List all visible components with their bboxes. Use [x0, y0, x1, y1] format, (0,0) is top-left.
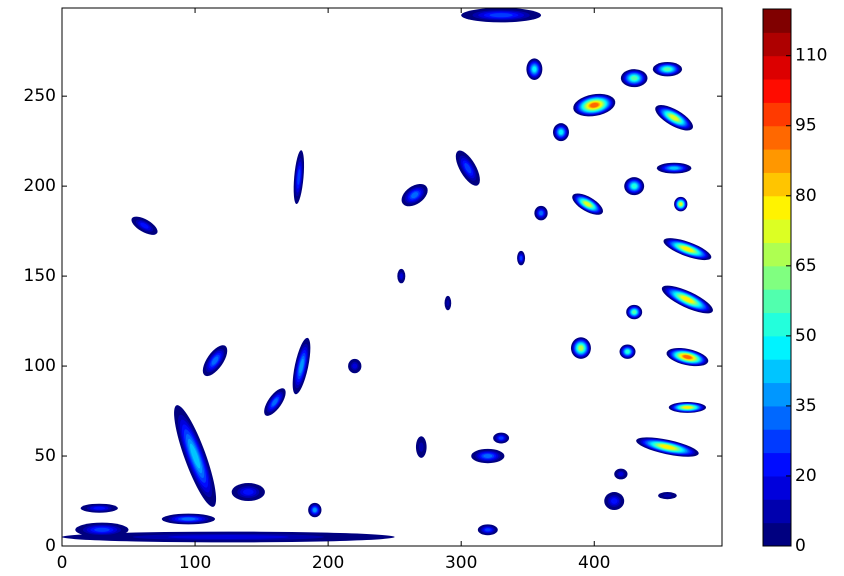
- contour-region: [682, 296, 693, 303]
- colorbar-band: [763, 335, 791, 360]
- colorbar-frame: [762, 8, 792, 547]
- colorbar-tick-label: 80: [795, 186, 817, 206]
- contour-region: [669, 166, 679, 170]
- colorbar-band: [763, 265, 791, 290]
- contour-region: [664, 67, 671, 71]
- colorbar-tick-label: 110: [795, 46, 827, 66]
- contour-region: [271, 398, 278, 406]
- x-tick-label: 0: [57, 553, 68, 573]
- plot-area: [62, 8, 713, 543]
- colorbar-tick-label: 20: [795, 466, 817, 486]
- contour-region: [670, 115, 678, 121]
- contour-region: [313, 508, 317, 512]
- contour-region: [519, 256, 523, 261]
- contour-region: [168, 535, 289, 539]
- x-tick-label: 100: [179, 553, 211, 573]
- contour-region: [631, 76, 638, 81]
- contour-region: [211, 356, 219, 365]
- colorbar-band: [763, 312, 791, 337]
- contour-region: [93, 506, 106, 510]
- x-tick-label: 200: [312, 553, 344, 573]
- contour-region: [489, 13, 513, 18]
- contour-region: [584, 201, 591, 207]
- y-tick-label: 200: [24, 176, 56, 196]
- y-tick-label: 0: [45, 536, 56, 556]
- contour-region: [94, 527, 110, 532]
- contour-region: [683, 355, 692, 359]
- colorbar-tick-label: 50: [795, 326, 817, 346]
- contour-region: [559, 130, 563, 135]
- colorbar-tick-label: 65: [795, 256, 817, 276]
- contour-region: [352, 363, 358, 369]
- contour-region: [242, 489, 254, 495]
- contour-region: [498, 436, 504, 440]
- y-tick-label: 100: [24, 356, 56, 376]
- contour-region: [484, 528, 491, 532]
- colorbar-band: [763, 172, 791, 197]
- contour-region: [399, 273, 403, 279]
- contour-region: [483, 454, 493, 458]
- contour-region: [663, 494, 672, 498]
- colorbar-band: [763, 359, 791, 384]
- plot-frame: [61, 7, 723, 547]
- colorbar-band: [763, 382, 791, 407]
- colorbar-tick-label: 0: [795, 536, 806, 556]
- colorbar-band: [763, 452, 791, 477]
- contour-region: [578, 345, 584, 351]
- contour-region: [464, 163, 472, 174]
- contour-region: [297, 169, 301, 185]
- contour-region: [679, 202, 683, 206]
- x-tick-label: 300: [445, 553, 477, 573]
- colorbar-band: [763, 219, 791, 243]
- contour-region: [418, 442, 424, 452]
- colorbar-band: [763, 102, 791, 127]
- y-tick-label: 250: [24, 86, 56, 106]
- colorbar-band: [763, 125, 791, 150]
- contour-region: [632, 310, 636, 314]
- colorbar-band: [763, 32, 791, 57]
- colorbar-band: [763, 429, 791, 454]
- colorbar-band: [763, 79, 791, 103]
- colorbar-band: [763, 195, 791, 220]
- colorbar-tick-label: 95: [795, 116, 817, 136]
- contour-region: [532, 66, 537, 72]
- contour-region: [631, 184, 637, 189]
- contour-region: [446, 299, 450, 307]
- colorbar-band: [763, 522, 791, 547]
- contour-region: [661, 445, 674, 450]
- contour-region: [411, 192, 419, 199]
- contour-region: [682, 246, 693, 252]
- contour-region: [140, 222, 149, 229]
- colorbar-band: [763, 405, 791, 430]
- colorbar-band: [763, 475, 791, 500]
- contour-region: [590, 102, 599, 108]
- contour-region: [611, 498, 618, 504]
- y-tick-label: 150: [24, 266, 56, 286]
- colorbar-band: [763, 289, 791, 314]
- contour-region: [625, 350, 630, 354]
- x-tick-label: 400: [578, 553, 610, 573]
- contour-region: [618, 472, 624, 476]
- colorbar-band: [763, 149, 791, 173]
- contour-region: [683, 406, 692, 409]
- contour-region: [539, 211, 543, 216]
- y-tick-label: 50: [34, 446, 56, 466]
- contour-region: [181, 517, 196, 521]
- colorbar-band: [763, 55, 791, 80]
- colorbar-band: [763, 242, 791, 267]
- contour-region: [299, 358, 304, 374]
- contour-region: [189, 443, 201, 469]
- colorbar-band: [763, 499, 791, 524]
- colorbar-band: [763, 9, 791, 33]
- colorbar-tick-label: 35: [795, 396, 817, 416]
